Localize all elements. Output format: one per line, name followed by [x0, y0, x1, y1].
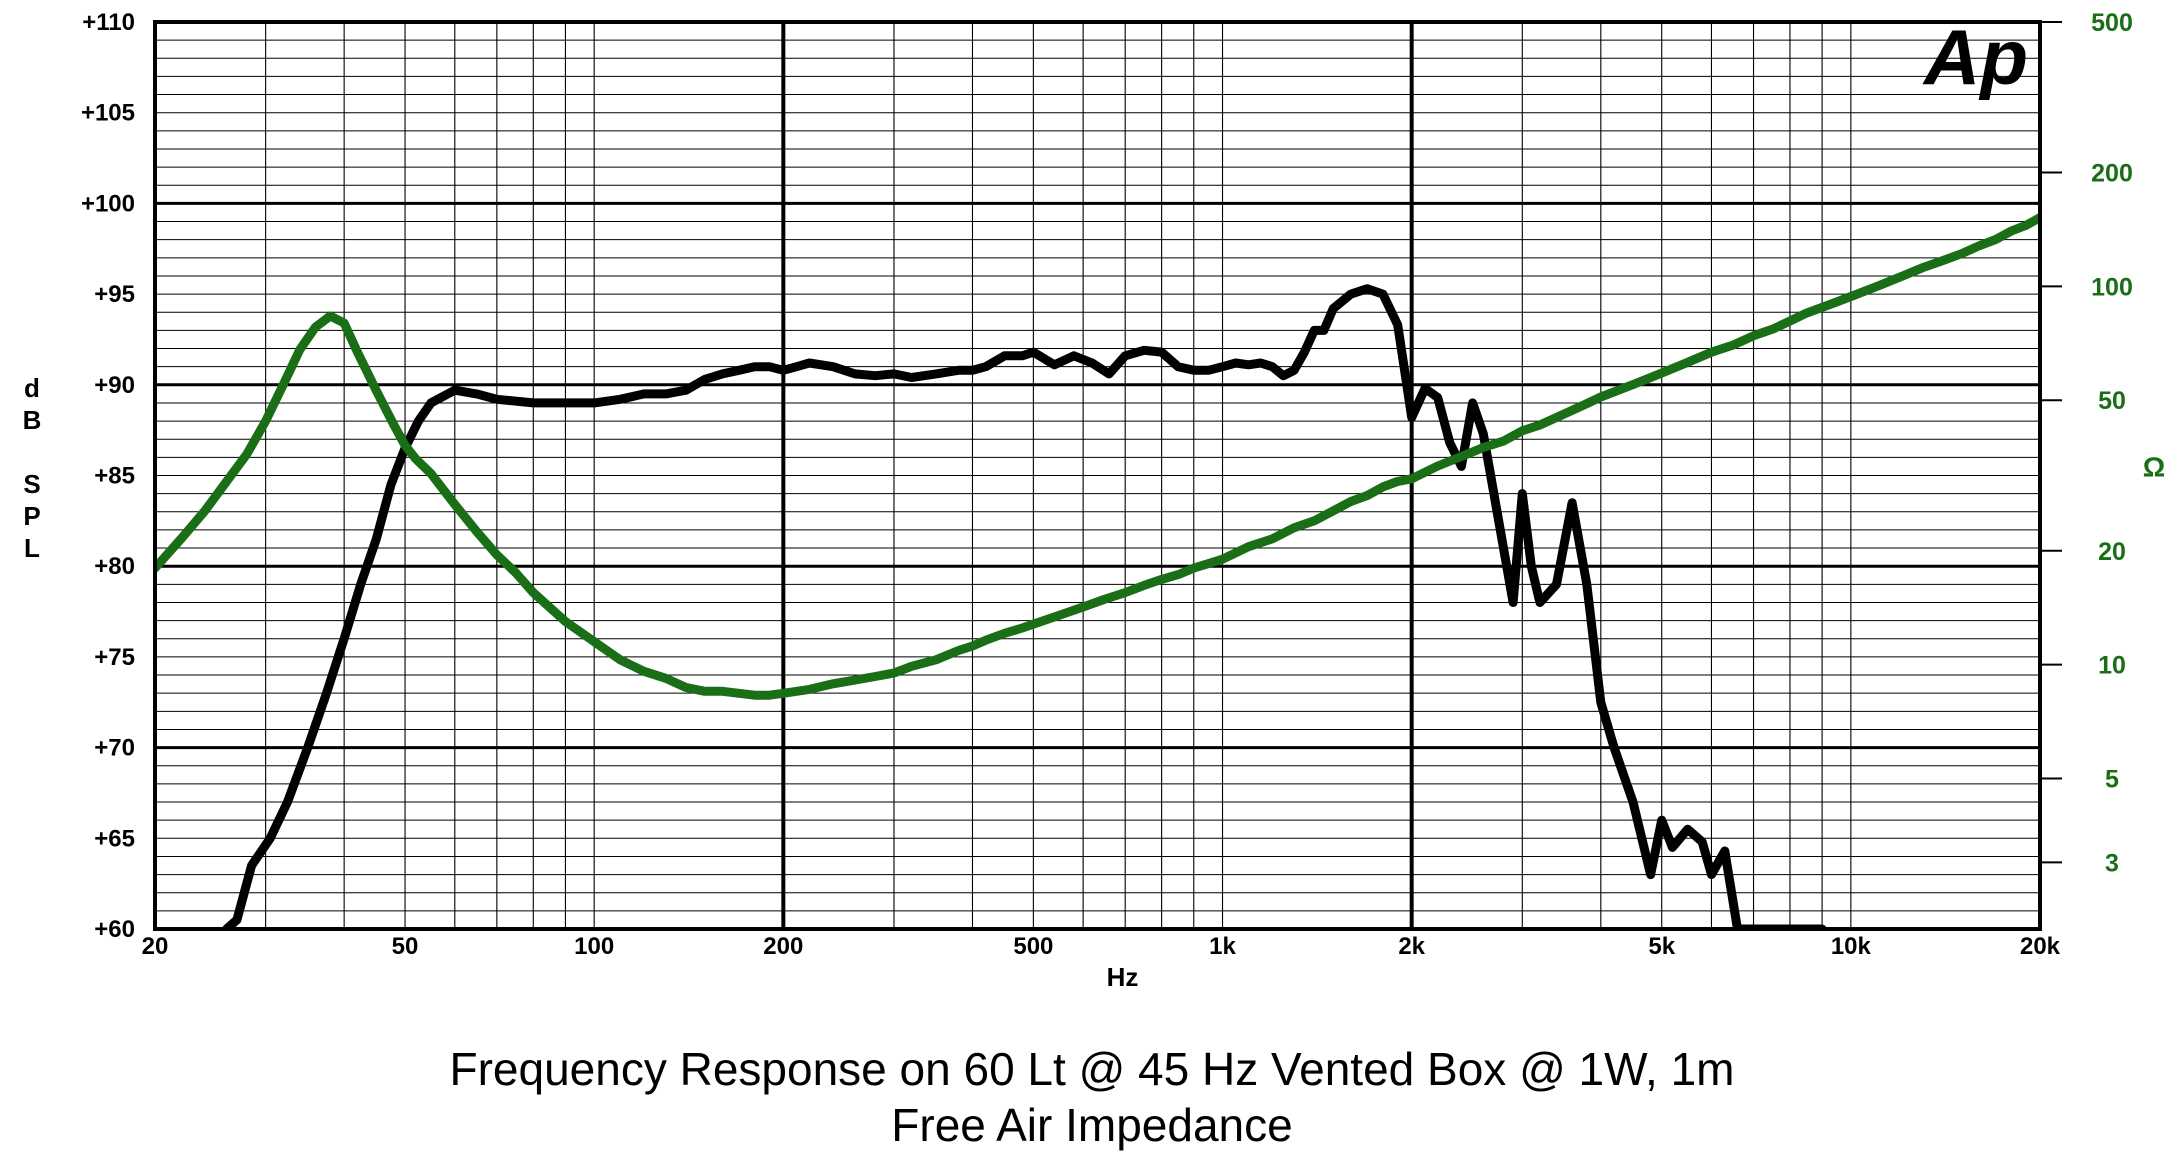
x-axis-label: Hz	[1107, 962, 1139, 992]
x-tick-label: 20k	[2020, 933, 2061, 960]
chart-title: Frequency Response on 60 Lt @ 45 Hz Vent…	[449, 1043, 1735, 1095]
y-axis-label-glyph: B	[23, 405, 42, 435]
spl-curve	[222, 284, 1827, 929]
x-tick-label: 100	[574, 933, 614, 960]
major-grid	[155, 22, 2040, 929]
y-axis-label-right: Ω	[2143, 452, 2165, 483]
x-tick-label: 500	[1013, 933, 1053, 960]
x-tick-label: 2k	[1398, 933, 1425, 960]
y-axis-label-glyph: P	[23, 501, 40, 531]
x-tick-label: 10k	[1831, 933, 1872, 960]
x-tick-label: 50	[392, 933, 419, 960]
y-tick-label: +70	[94, 735, 135, 762]
y-tick-label: +100	[81, 190, 135, 217]
y-tick-label: +110	[82, 9, 135, 36]
y-tick-label: +105	[81, 100, 135, 127]
plot-frame	[153, 20, 2042, 931]
y-right-tick-label: 10	[2098, 652, 2126, 680]
left-y-tick-labels: +60 +65 +70 +75 +80 +85 +90 +95 +100 +105 +110	[81, 9, 135, 943]
x-tick-label: 1k	[1209, 933, 1236, 960]
y-tick-label: +80	[94, 553, 135, 580]
chart-subtitle: Free Air Impedance	[891, 1099, 1293, 1151]
y-right-tick-label: 20	[2098, 538, 2126, 566]
y-right-tick-label: 200	[2091, 160, 2133, 188]
x-tick-label: 20	[142, 933, 169, 960]
right-y-tick-labels: 3 5 10 20 50 100 200 500	[2040, 9, 2133, 877]
series-layer	[155, 213, 2040, 929]
x-tick-labels: 20 50 100 200 500 1k 2k 5k 10k 20k	[142, 933, 2061, 960]
y-axis-label-left: dB SPL	[23, 373, 42, 563]
ap-logo: Ap	[1922, 13, 2028, 101]
x-tick-label: 200	[763, 933, 803, 960]
y-right-tick-label: 500	[2091, 9, 2133, 37]
y-right-tick-label: 3	[2105, 849, 2119, 877]
y-right-tick-label: 100	[2091, 273, 2133, 301]
y-axis-label-glyph: d	[24, 373, 40, 403]
y-tick-label: +95	[94, 281, 135, 308]
y-right-tick-label: 5	[2105, 765, 2119, 793]
y-axis-label-glyph: L	[24, 533, 40, 563]
y-tick-label: +85	[94, 463, 135, 490]
x-tick-label: 5k	[1648, 933, 1675, 960]
y-tick-label: +75	[94, 644, 135, 671]
y-tick-label: +65	[94, 825, 135, 852]
y-tick-label: +90	[94, 372, 135, 399]
ap-logo-text: Ap	[1922, 13, 2028, 101]
y-right-tick-label: 50	[2098, 387, 2126, 415]
impedance-curve	[155, 213, 2040, 700]
y-tick-label: +60	[94, 916, 135, 943]
y-axis-label-glyph: S	[23, 469, 40, 499]
frequency-response-chart: +60 +65 +70 +75 +80 +85 +90 +95 +100 +105 +110 3 5 1…	[23, 9, 2166, 992]
